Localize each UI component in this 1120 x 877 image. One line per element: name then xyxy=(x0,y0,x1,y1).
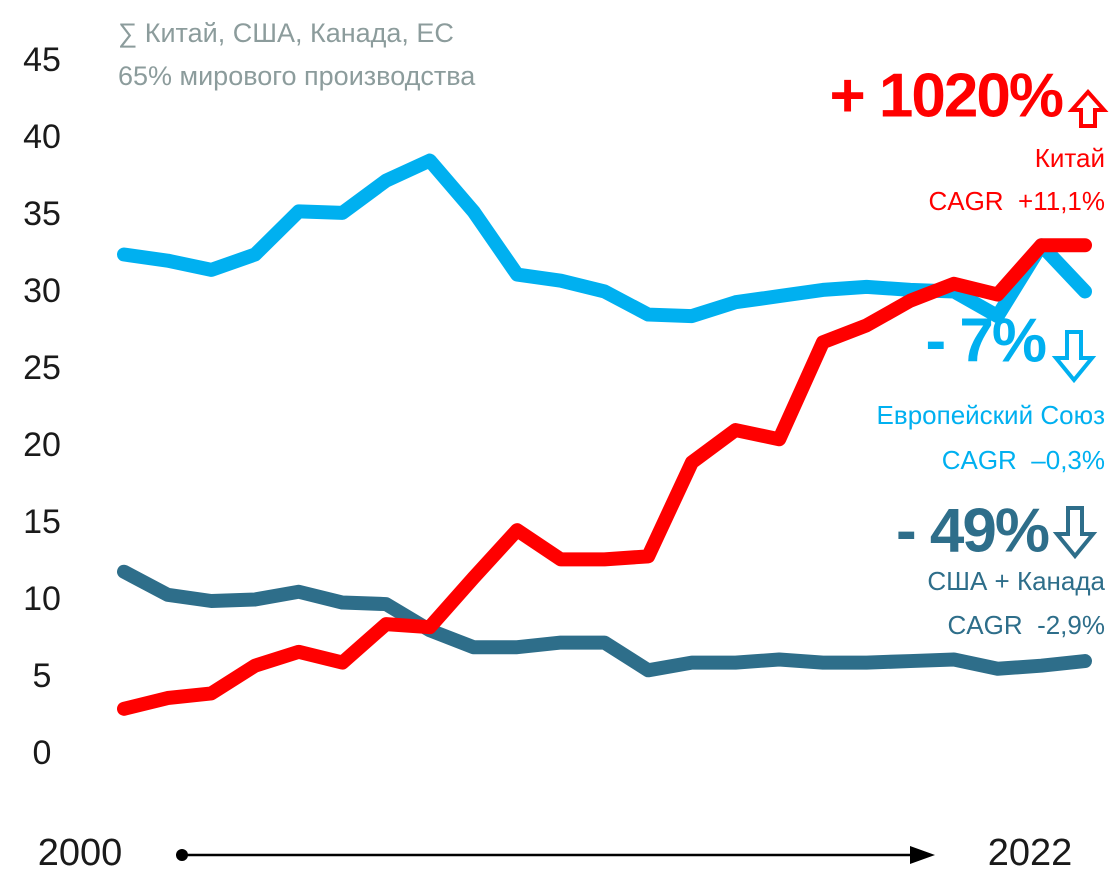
annotation: - 49% xyxy=(896,496,1049,565)
legend-label: США + Канада xyxy=(927,566,1105,596)
y-tick-label: 5 xyxy=(33,657,52,695)
down-arrow xyxy=(1051,330,1097,384)
x-tick-label: 2000 xyxy=(38,832,123,874)
down-arrow xyxy=(1052,506,1098,560)
y-tick-label: 15 xyxy=(23,503,61,541)
annotation: - 7% xyxy=(926,306,1046,375)
subtitle: 65% мирового производства xyxy=(118,61,476,91)
up-arrow xyxy=(1067,88,1109,128)
x-tick-label: 2022 xyxy=(988,832,1073,874)
annotation: + 1020% xyxy=(830,61,1063,130)
annotation: CAGR -2,9% xyxy=(948,610,1106,640)
y-tick-label: 0 xyxy=(33,734,52,772)
y-tick-label: 40 xyxy=(23,118,61,156)
y-tick-label: 25 xyxy=(23,349,61,387)
annotation: CAGR –0,3% xyxy=(942,445,1105,475)
legend-label: Европейский Союз xyxy=(877,400,1105,430)
y-tick-label: 30 xyxy=(23,272,61,310)
series-line xyxy=(117,564,1092,678)
axis-arrow xyxy=(910,846,935,864)
subtitle: ∑ Китай, США, Канада, ЕС xyxy=(118,18,454,48)
y-tick-label: 45 xyxy=(23,41,61,79)
y-tick-label: 20 xyxy=(23,426,61,464)
y-tick-label: 10 xyxy=(23,580,61,618)
y-tick-label: 35 xyxy=(23,195,61,233)
legend-label: Китай xyxy=(1035,143,1105,173)
series-line xyxy=(117,238,1092,716)
annotation: CAGR +11,1% xyxy=(928,186,1105,216)
